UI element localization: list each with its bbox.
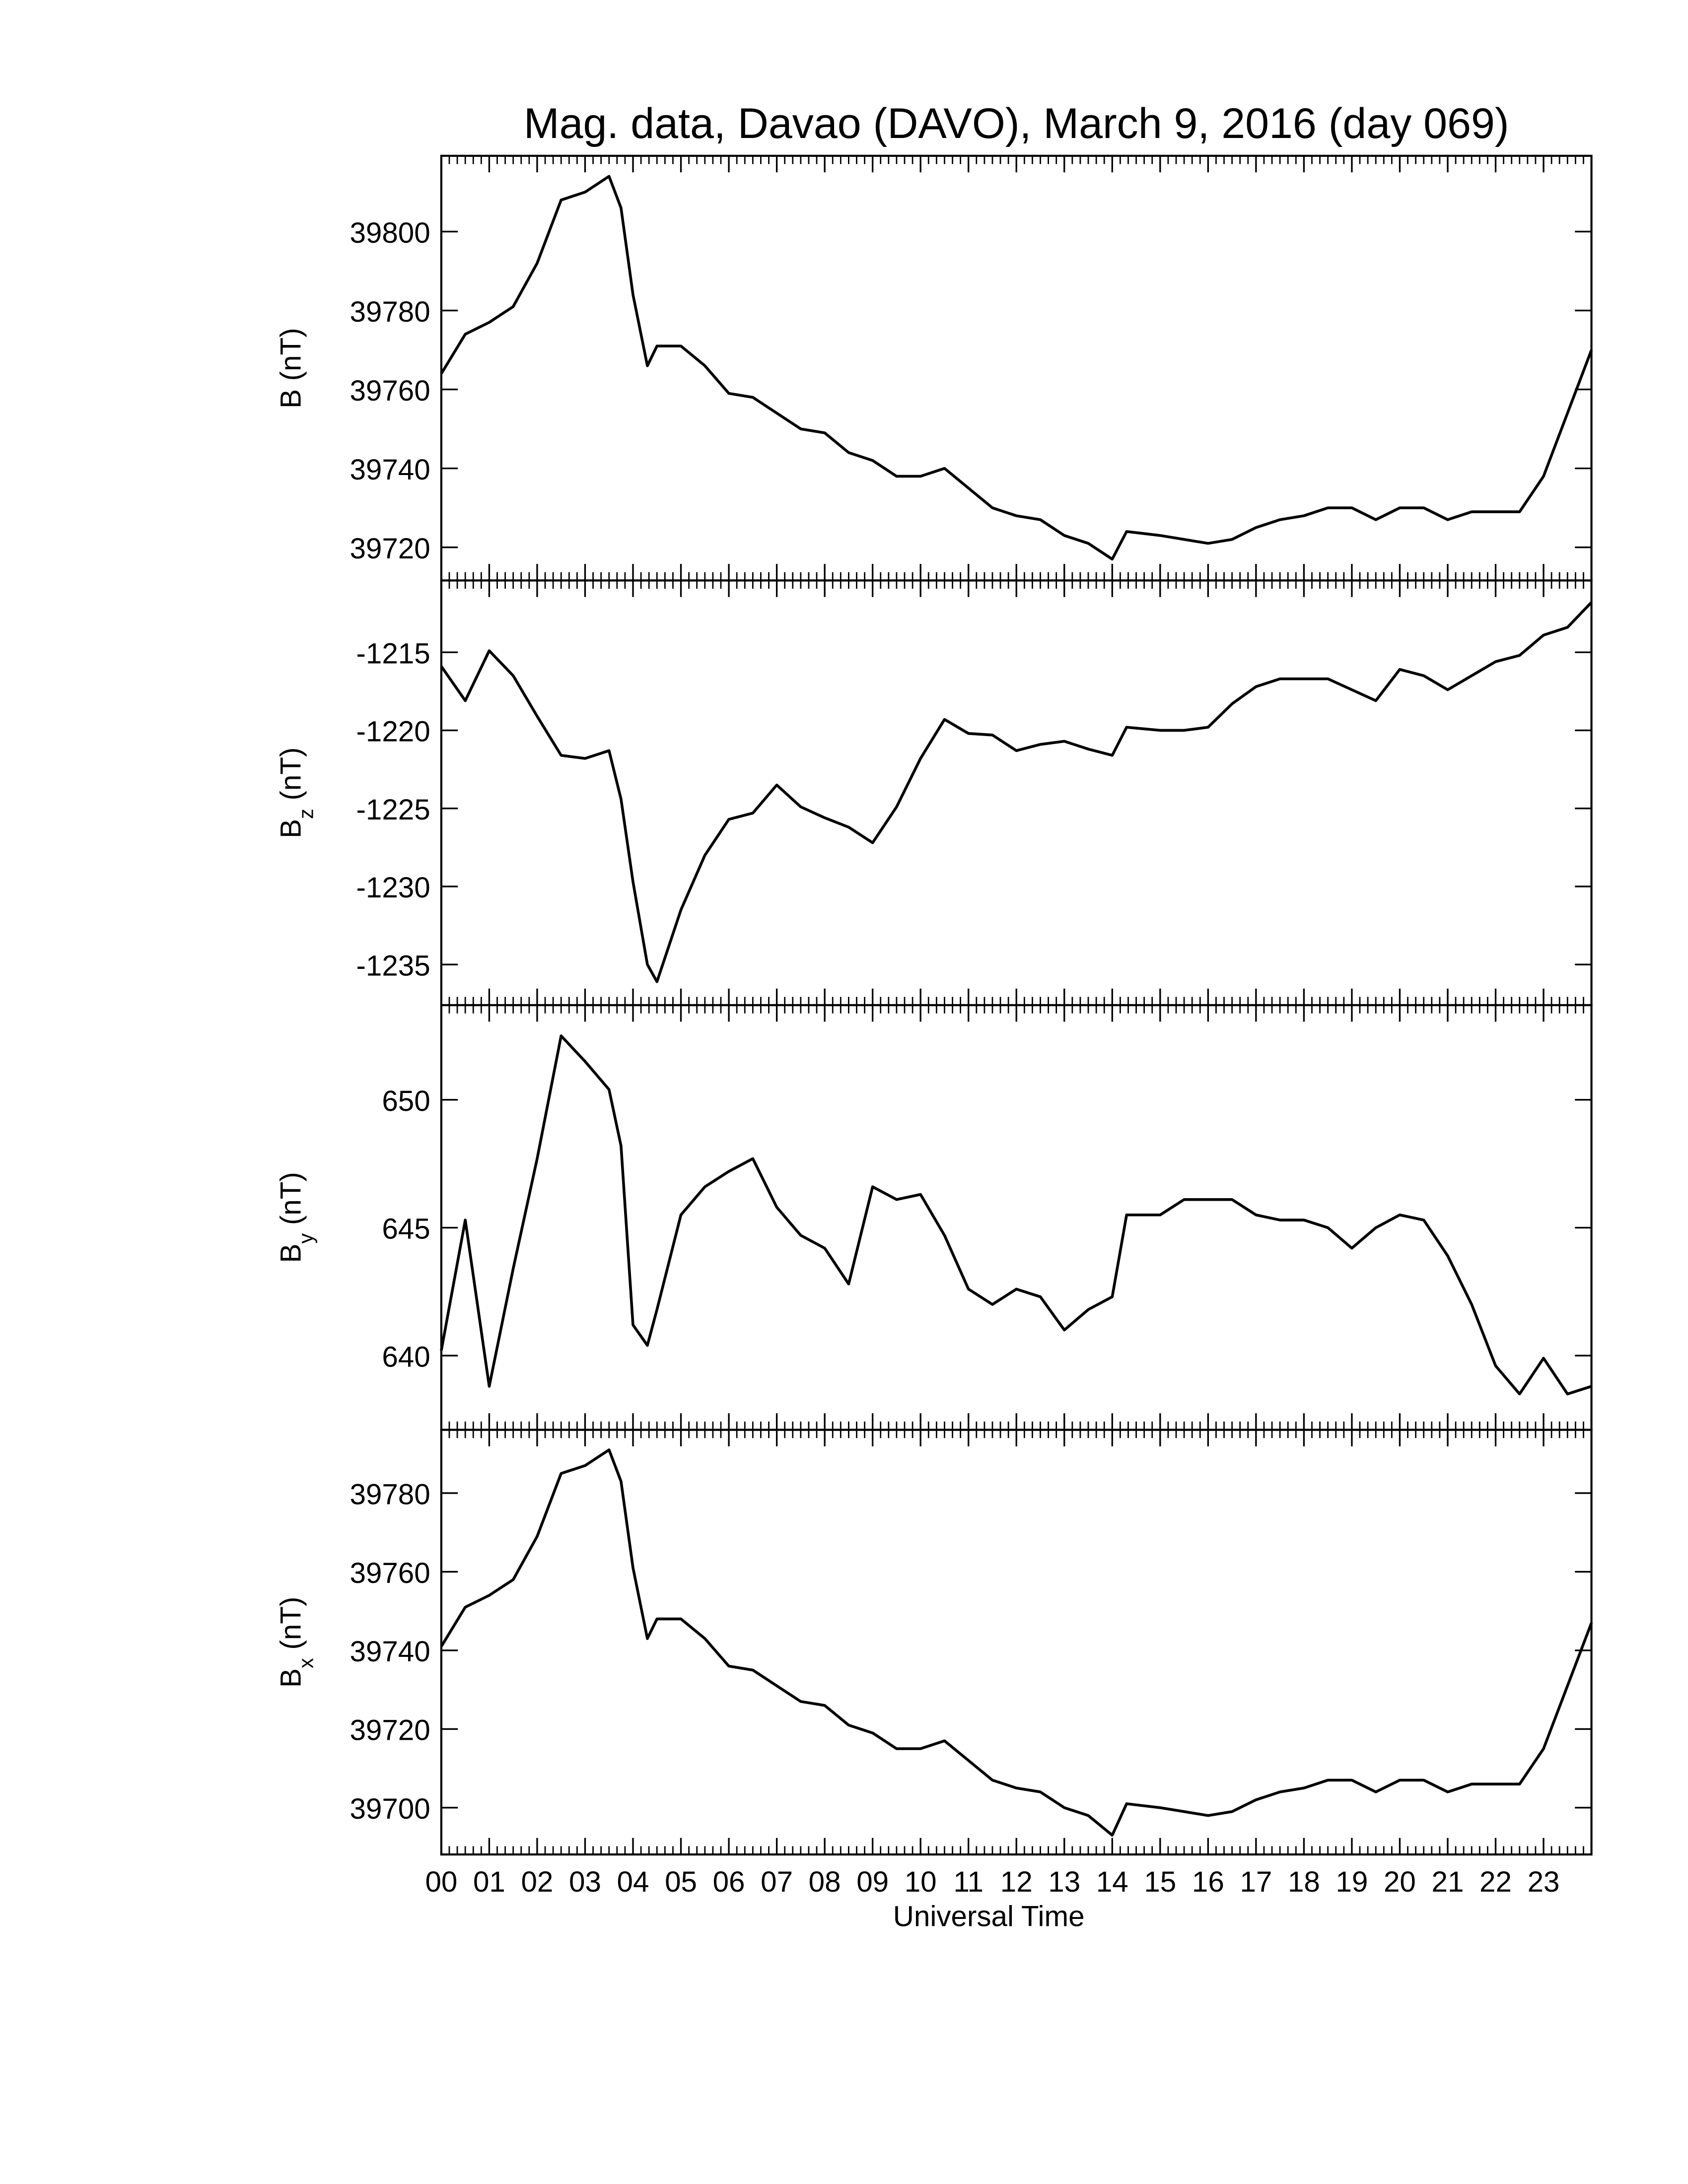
y-tick-label: -1215 <box>356 637 430 670</box>
x-tick-label: 06 <box>713 1866 745 1898</box>
y-tick-label: 645 <box>382 1213 430 1245</box>
y-axis-label: Bx (nT) <box>275 1597 318 1688</box>
x-tick-label: 09 <box>856 1866 889 1898</box>
y-axis-label: By (nT) <box>275 1172 318 1263</box>
y-label-unit: (nT) <box>275 748 307 801</box>
x-tick-label: 01 <box>473 1866 505 1898</box>
y-tick-label: 650 <box>382 1085 430 1117</box>
x-tick-label: 10 <box>905 1866 937 1898</box>
y-axis-label: Bz (nT) <box>275 748 318 838</box>
y-tick-label: 39720 <box>350 1714 430 1747</box>
x-tick-label: 11 <box>953 1866 984 1898</box>
y-tick-label: 39780 <box>350 296 430 328</box>
y-tick-label: -1220 <box>356 716 430 748</box>
y-tick-label: -1230 <box>356 872 430 904</box>
data-line <box>440 1034 1592 1396</box>
y-tick-label: 39740 <box>350 454 430 486</box>
x-tick-label: 16 <box>1192 1866 1224 1898</box>
data-line <box>440 601 1593 983</box>
y-label-subscript: z <box>294 809 318 819</box>
y-axis-label: B (nT) <box>275 328 307 408</box>
x-tick-label: 08 <box>809 1866 841 1898</box>
y-label-symbol: B <box>275 389 307 409</box>
x-tick-label: 18 <box>1288 1866 1320 1898</box>
x-tick-label: 07 <box>761 1866 793 1898</box>
data-line <box>440 175 1593 561</box>
x-tick-label: 23 <box>1528 1866 1560 1898</box>
x-tick-label: 20 <box>1384 1866 1416 1898</box>
y-tick-label: 39740 <box>350 1636 430 1668</box>
x-tick-label: 17 <box>1240 1866 1272 1898</box>
x-tick-label: 15 <box>1144 1866 1176 1898</box>
y-label-symbol: B <box>275 819 307 838</box>
x-axis-label: Universal Time <box>893 1901 1085 1933</box>
data-line <box>440 1448 1593 1837</box>
y-tick-label: 39720 <box>350 533 430 565</box>
x-tick-label: 22 <box>1479 1866 1512 1898</box>
x-tick-label: 21 <box>1432 1866 1464 1898</box>
x-tick-label: 12 <box>1000 1866 1033 1898</box>
y-tick-label: -1225 <box>356 794 430 826</box>
y-label-unit: (nT) <box>275 328 307 381</box>
y-tick-label: 39760 <box>350 375 430 407</box>
x-tick-label: 00 <box>425 1866 457 1898</box>
y-tick-label: 640 <box>382 1341 430 1373</box>
x-tick-label: 04 <box>617 1866 649 1898</box>
y-label-symbol: B <box>275 1668 307 1688</box>
y-label-symbol: B <box>275 1244 307 1263</box>
chart-title: Mag. data, Davao (DAVO), March 9, 2016 (… <box>524 100 1509 147</box>
x-tick-label: 03 <box>569 1866 601 1898</box>
y-tick-label: 39700 <box>350 1793 430 1825</box>
x-tick-label: 19 <box>1336 1866 1368 1898</box>
y-tick-label: 39780 <box>350 1478 430 1510</box>
y-label-unit: (nT) <box>275 1597 307 1650</box>
y-tick-label: -1235 <box>356 950 430 982</box>
x-tick-label: 13 <box>1048 1866 1080 1898</box>
y-tick-label: 39760 <box>350 1557 430 1589</box>
x-tick-label: 14 <box>1096 1866 1128 1898</box>
x-tick-label: 05 <box>665 1866 697 1898</box>
y-label-unit: (nT) <box>275 1172 307 1225</box>
x-tick-label: 02 <box>521 1866 553 1898</box>
y-label-subscript: x <box>294 1658 318 1668</box>
y-label-subscript: y <box>294 1233 318 1244</box>
y-tick-label: 39800 <box>350 217 430 249</box>
